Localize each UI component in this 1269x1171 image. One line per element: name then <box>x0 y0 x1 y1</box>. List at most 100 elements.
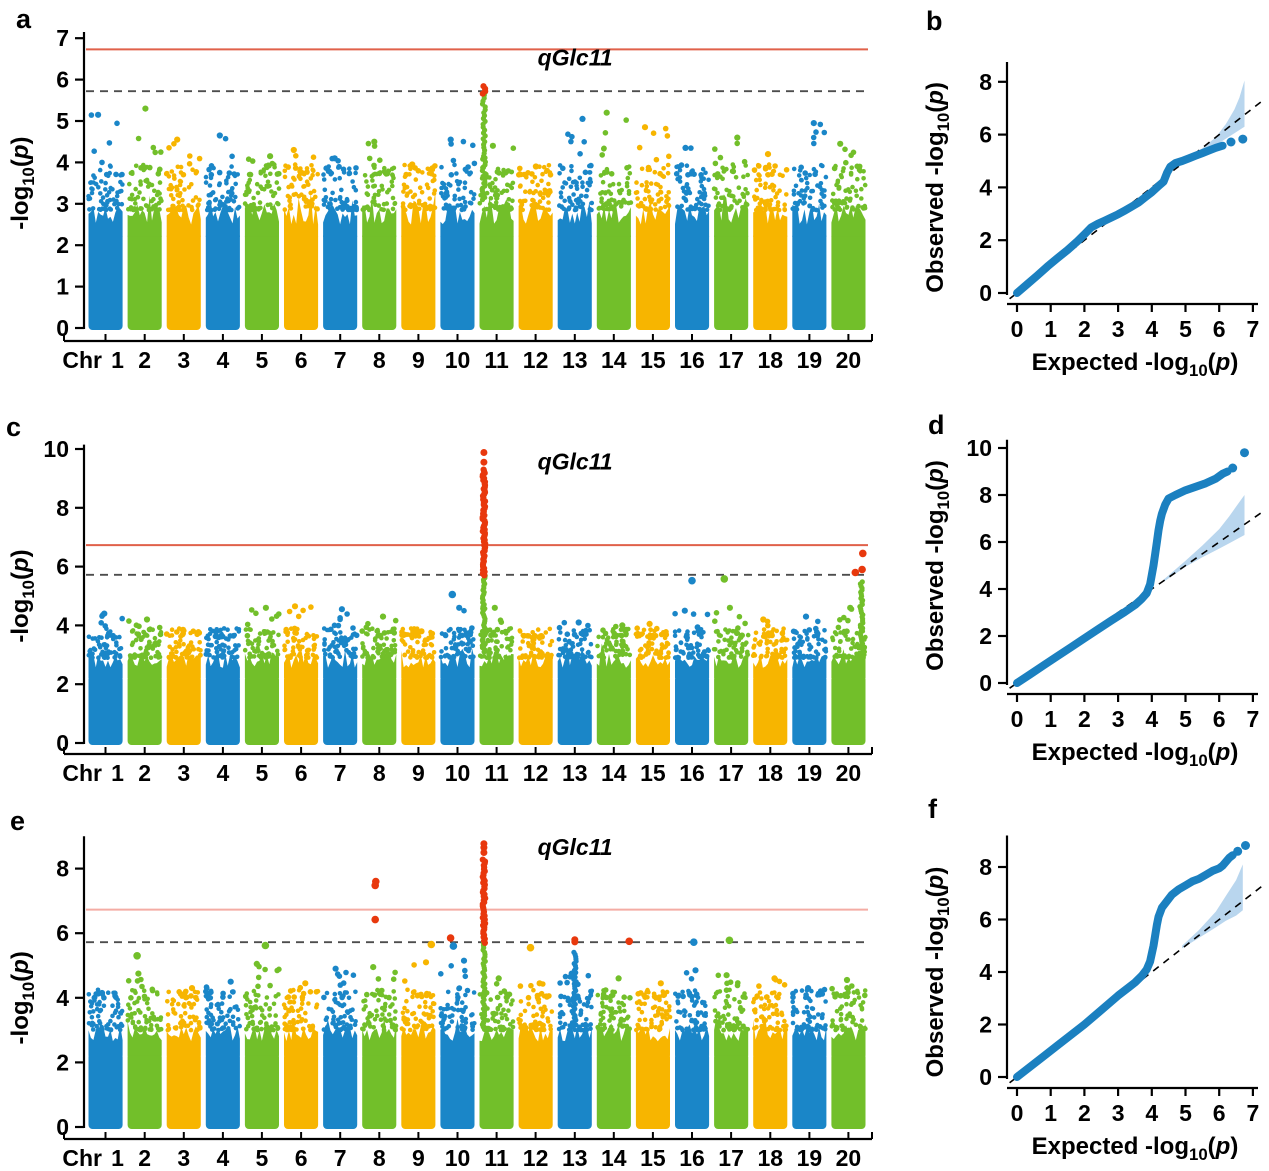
svg-text:5: 5 <box>256 347 269 373</box>
svg-text:13: 13 <box>562 1145 588 1171</box>
svg-text:2: 2 <box>138 347 151 373</box>
qq-plot-f: 0 2 4 6 8 0 1 2 3 4 5 6 7 Expected -log10(p) Observed … <box>905 775 1269 1171</box>
svg-text:1: 1 <box>1044 1100 1057 1126</box>
svg-text:12: 12 <box>523 347 549 373</box>
svg-text:11: 11 <box>484 1145 509 1171</box>
svg-text:4: 4 <box>979 959 992 985</box>
svg-text:6: 6 <box>56 554 69 580</box>
svg-text:1: 1 <box>1044 316 1057 342</box>
svg-text:5: 5 <box>256 1145 269 1171</box>
svg-text:4: 4 <box>979 174 992 200</box>
svg-text:14: 14 <box>601 347 627 373</box>
qq-tail-dot <box>1233 846 1243 856</box>
svg-text:5: 5 <box>1179 1100 1192 1126</box>
panel-letter-b: b <box>926 6 943 36</box>
qq-curve <box>1013 467 1232 687</box>
svg-text:4: 4 <box>1145 706 1158 732</box>
chr-axis-prefix: Chr <box>62 760 102 786</box>
qq-tail-dot <box>1240 448 1249 458</box>
svg-text:6: 6 <box>295 760 308 786</box>
svg-text:4: 4 <box>1145 316 1158 342</box>
svg-text:14: 14 <box>601 1145 627 1171</box>
svg-text:8: 8 <box>373 1145 386 1171</box>
snp-dots-layer <box>86 957 868 1129</box>
svg-text:9: 9 <box>412 347 425 373</box>
svg-text:2: 2 <box>56 671 69 697</box>
svg-text:2: 2 <box>1078 1100 1091 1126</box>
svg-text:1: 1 <box>111 760 124 786</box>
svg-text:1: 1 <box>56 274 69 300</box>
qtl-annotation: qGlc11 <box>538 834 613 860</box>
svg-text:18: 18 <box>758 760 784 786</box>
svg-text:0: 0 <box>1011 316 1024 342</box>
svg-text:0: 0 <box>979 670 992 696</box>
svg-text:7: 7 <box>334 347 347 373</box>
svg-text:8: 8 <box>373 347 386 373</box>
svg-text:10: 10 <box>445 1145 471 1171</box>
confidence-band <box>1182 864 1243 949</box>
svg-text:0: 0 <box>979 280 992 306</box>
qq-curve <box>1013 141 1227 297</box>
panel-letter-f: f <box>928 794 937 824</box>
svg-text:5: 5 <box>56 108 69 134</box>
svg-text:1: 1 <box>111 1145 124 1171</box>
manhattan-plot-a: 0 1 2 3 4 5 6 7 -log10(p) 1 2 3 4 5 6 7 8 9 10 11 12 13 14 15 16… <box>0 0 890 395</box>
svg-text:14: 14 <box>601 760 627 786</box>
svg-text:8: 8 <box>56 495 69 521</box>
svg-text:11: 11 <box>484 347 509 373</box>
y-axis-title: Observed -log10(p) <box>922 867 953 1078</box>
svg-text:8: 8 <box>979 854 992 880</box>
peak-dots-layer <box>448 449 867 655</box>
svg-text:3: 3 <box>177 1145 190 1171</box>
svg-text:9: 9 <box>412 1145 425 1171</box>
svg-text:8: 8 <box>979 69 992 95</box>
svg-text:13: 13 <box>562 760 588 786</box>
panel-letter-e: e <box>10 806 26 836</box>
svg-text:4: 4 <box>56 612 69 638</box>
svg-text:2: 2 <box>138 1145 151 1171</box>
qq-tail-dot <box>1241 841 1250 850</box>
snp-dots-layer <box>86 603 868 745</box>
svg-text:16: 16 <box>679 347 705 373</box>
svg-text:1: 1 <box>111 347 124 373</box>
svg-text:15: 15 <box>640 347 666 373</box>
svg-text:12: 12 <box>523 760 549 786</box>
svg-text:2: 2 <box>56 232 69 258</box>
svg-text:6: 6 <box>979 529 992 555</box>
qq-tail-dot <box>1238 134 1248 144</box>
qtl-annotation: qGlc11 <box>538 449 613 475</box>
svg-text:0: 0 <box>56 730 69 756</box>
svg-text:10: 10 <box>966 435 992 461</box>
svg-text:20: 20 <box>836 347 862 373</box>
svg-text:7: 7 <box>334 760 347 786</box>
svg-text:2: 2 <box>979 623 992 649</box>
svg-text:5: 5 <box>256 760 269 786</box>
qtl-annotation: qGlc11 <box>538 45 613 71</box>
svg-text:20: 20 <box>836 1145 862 1171</box>
qq-plot-b: 0 2 4 6 8 0 1 2 3 4 5 6 7 Expected -log10(p) Observed … <box>905 0 1269 405</box>
svg-text:9: 9 <box>412 760 425 786</box>
svg-text:7: 7 <box>1247 316 1260 342</box>
y-axis-title: -log10(p) <box>7 951 38 1044</box>
qq-tail-dot <box>1228 463 1238 473</box>
y-axis-title: Observed -log10(p) <box>922 460 953 671</box>
svg-text:4: 4 <box>1145 1100 1158 1126</box>
panel-letter-c: c <box>6 412 22 442</box>
svg-text:13: 13 <box>562 347 588 373</box>
chr-axis-prefix: Chr <box>62 347 102 373</box>
y-axis-title: -log10(p) <box>7 549 38 642</box>
svg-text:6: 6 <box>1213 316 1226 342</box>
svg-text:19: 19 <box>797 347 823 373</box>
svg-text:12: 12 <box>523 1145 549 1171</box>
svg-text:6: 6 <box>295 1145 308 1171</box>
svg-text:6: 6 <box>56 920 69 946</box>
svg-text:2: 2 <box>979 227 992 253</box>
svg-text:3: 3 <box>1112 1100 1125 1126</box>
svg-text:8: 8 <box>56 856 69 882</box>
